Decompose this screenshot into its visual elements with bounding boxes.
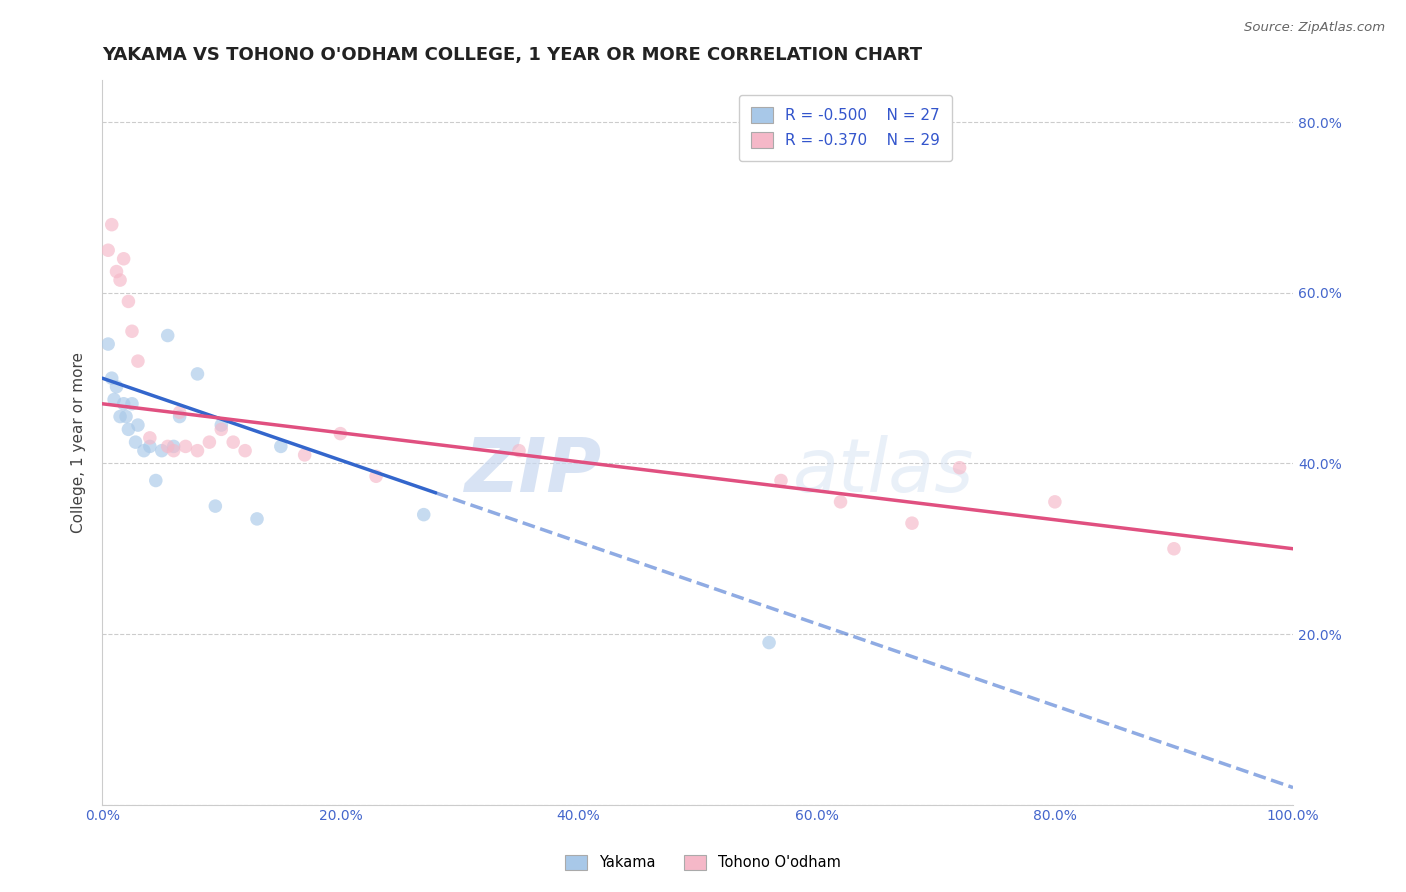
Point bbox=[186, 367, 208, 381]
Text: atlas: atlas bbox=[793, 435, 974, 508]
Point bbox=[117, 422, 139, 436]
Point bbox=[105, 380, 128, 394]
Point bbox=[366, 469, 388, 483]
Text: YAKAMA VS TOHONO O'ODHAM COLLEGE, 1 YEAR OR MORE CORRELATION CHART: YAKAMA VS TOHONO O'ODHAM COLLEGE, 1 YEAR… bbox=[103, 46, 922, 64]
Point bbox=[901, 516, 924, 531]
Point bbox=[100, 218, 122, 232]
Point bbox=[198, 435, 221, 450]
Point bbox=[209, 418, 232, 433]
Point bbox=[117, 294, 139, 309]
Point bbox=[209, 422, 232, 436]
Point bbox=[169, 405, 191, 419]
Point bbox=[246, 512, 269, 526]
Point bbox=[758, 635, 780, 649]
Point bbox=[112, 397, 135, 411]
Point bbox=[233, 443, 256, 458]
Point bbox=[1163, 541, 1185, 556]
Point bbox=[124, 435, 146, 450]
Point bbox=[132, 443, 155, 458]
Point bbox=[108, 273, 131, 287]
Point bbox=[112, 252, 135, 266]
Point bbox=[97, 244, 120, 258]
Point bbox=[186, 443, 208, 458]
Text: Source: ZipAtlas.com: Source: ZipAtlas.com bbox=[1244, 21, 1385, 34]
Point bbox=[270, 439, 292, 453]
Point bbox=[294, 448, 316, 462]
Text: ZIP: ZIP bbox=[465, 434, 602, 508]
Point bbox=[163, 443, 186, 458]
Point bbox=[105, 264, 128, 278]
Point bbox=[121, 397, 143, 411]
Point bbox=[139, 431, 162, 445]
Point bbox=[174, 439, 197, 453]
Point bbox=[103, 392, 125, 407]
Point bbox=[145, 474, 167, 488]
Y-axis label: College, 1 year or more: College, 1 year or more bbox=[72, 351, 86, 533]
Point bbox=[169, 409, 191, 424]
Point bbox=[150, 443, 173, 458]
Legend: Yakama, Tohono O'odham: Yakama, Tohono O'odham bbox=[558, 847, 848, 878]
Point bbox=[139, 439, 162, 453]
Point bbox=[100, 371, 122, 385]
Point bbox=[329, 426, 352, 441]
Point bbox=[163, 439, 186, 453]
Point bbox=[204, 499, 226, 513]
Point bbox=[115, 409, 138, 424]
Point bbox=[127, 418, 149, 433]
Point bbox=[156, 439, 179, 453]
Point bbox=[830, 495, 852, 509]
Point bbox=[108, 409, 131, 424]
Point bbox=[156, 328, 179, 343]
Point bbox=[121, 324, 143, 338]
Point bbox=[412, 508, 434, 522]
Point bbox=[949, 460, 972, 475]
Point bbox=[222, 435, 245, 450]
Legend: R = -0.500    N = 27, R = -0.370    N = 29: R = -0.500 N = 27, R = -0.370 N = 29 bbox=[740, 95, 952, 161]
Point bbox=[769, 474, 792, 488]
Point bbox=[97, 337, 120, 351]
Point bbox=[508, 443, 530, 458]
Point bbox=[127, 354, 149, 368]
Point bbox=[1043, 495, 1066, 509]
